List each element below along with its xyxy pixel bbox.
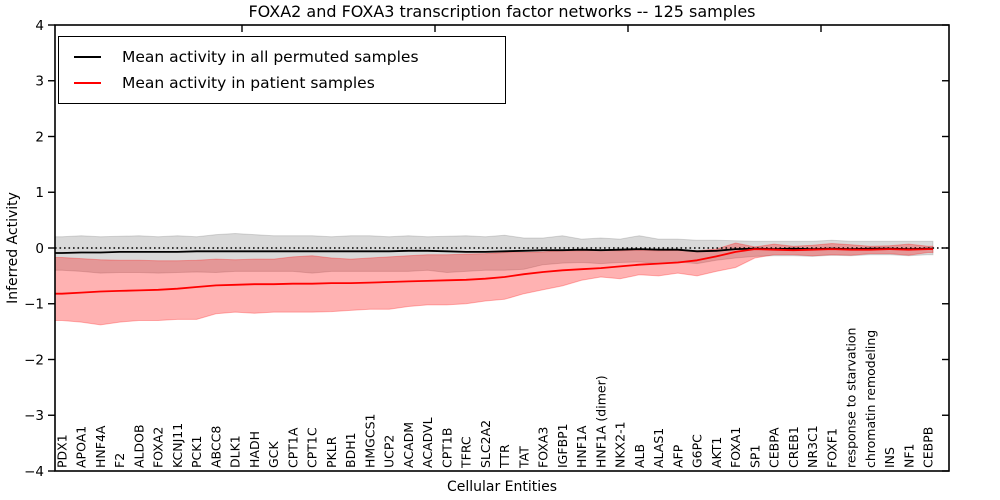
y-tick-label: −1 <box>24 297 44 313</box>
x-category-label: AKT1 <box>709 437 724 468</box>
x-category-label: F2 <box>112 453 127 468</box>
y-tick-label: 3 <box>35 74 44 90</box>
x-axis-label: Cellular Entities <box>446 479 558 495</box>
x-category-label: CPT1A <box>285 427 300 468</box>
legend-entry-permuted: Mean activity in all permuted samples <box>74 44 505 70</box>
x-category-label: ALB <box>632 444 647 468</box>
x-category-label: HADH <box>247 431 262 468</box>
x-category-label: ACADVL <box>420 417 435 468</box>
legend-label-permuted: Mean activity in all permuted samples <box>122 48 419 66</box>
x-category-label: UCP2 <box>382 435 397 468</box>
y-tick-label: −4 <box>24 464 44 480</box>
y-tick-label: 2 <box>35 129 44 145</box>
patient-mean-line <box>55 248 933 295</box>
x-category-label: NKX2-1 <box>613 421 628 468</box>
y-tick-label: −3 <box>24 408 44 424</box>
x-category-label: HNF1A (dimer) <box>593 375 608 468</box>
x-category-label: IGFBP1 <box>555 423 570 468</box>
x-category-label: FOXA2 <box>151 427 166 468</box>
patient-line-swatch <box>74 82 101 84</box>
x-category-label: ACADM <box>401 422 416 468</box>
x-category-label: INS <box>882 447 897 468</box>
x-category-label: SP1 <box>747 445 762 468</box>
y-axis-label: Inferred Activity <box>5 192 21 304</box>
x-category-label: CREB1 <box>786 426 801 468</box>
x-category-label: ABCC8 <box>209 426 224 468</box>
x-category-label: FOXF1 <box>824 428 839 468</box>
x-category-label: AFP <box>670 444 685 468</box>
x-category-label: CEBPB <box>921 427 936 468</box>
x-category-label: HNF4A <box>93 425 108 468</box>
x-category-label: GCK <box>266 441 281 468</box>
x-category-label: TTR <box>497 444 512 469</box>
x-category-label: ALDOB <box>132 424 147 468</box>
x-category-label: PKLR <box>324 436 339 468</box>
x-category-label: TAT <box>516 446 531 469</box>
x-category-label: NF1 <box>901 444 916 469</box>
y-tick-label: 0 <box>35 241 44 257</box>
x-category-label: CPT1B <box>439 428 454 468</box>
chart-title: FOXA2 and FOXA3 transcription factor net… <box>248 2 756 21</box>
x-category-label: FOXA3 <box>536 427 551 468</box>
x-category-label: HMGCS1 <box>362 414 377 469</box>
x-category-label: CPT1C <box>305 427 320 468</box>
x-category-label: BDH1 <box>343 432 358 468</box>
x-category-label: KCNJ11 <box>170 423 185 468</box>
x-category-label: SLC2A2 <box>478 420 493 468</box>
permuted-line-swatch <box>74 56 101 58</box>
x-category-label: ALAS1 <box>651 428 666 468</box>
permuted-band <box>54 232 934 274</box>
patient-band <box>54 242 934 326</box>
x-category-label: HNF1A <box>574 425 589 468</box>
x-category-label: APOA1 <box>74 426 89 468</box>
legend: Mean activity in all permuted samples Me… <box>58 36 506 104</box>
y-tick-label: −2 <box>24 352 44 368</box>
x-category-label: PCK1 <box>189 436 204 468</box>
x-category-label: chromatin remodeling <box>863 330 878 468</box>
x-category-label: G6PC <box>690 434 705 468</box>
x-category-label: CEBPA <box>767 427 782 468</box>
x-category-label: NR3C1 <box>805 425 820 468</box>
permuted-mean-line <box>55 247 933 254</box>
x-category-label: FOXA1 <box>728 427 743 468</box>
x-category-label: response to starvation <box>844 328 859 469</box>
legend-entry-patient: Mean activity in patient samples <box>74 70 505 96</box>
y-tick-label: 4 <box>35 18 44 34</box>
y-tick-label: 1 <box>35 185 44 201</box>
x-category-label: DLK1 <box>228 435 243 468</box>
x-category-label: TFRC <box>459 436 474 469</box>
x-category-label: PDX1 <box>55 434 70 468</box>
legend-label-patient: Mean activity in patient samples <box>122 74 375 92</box>
